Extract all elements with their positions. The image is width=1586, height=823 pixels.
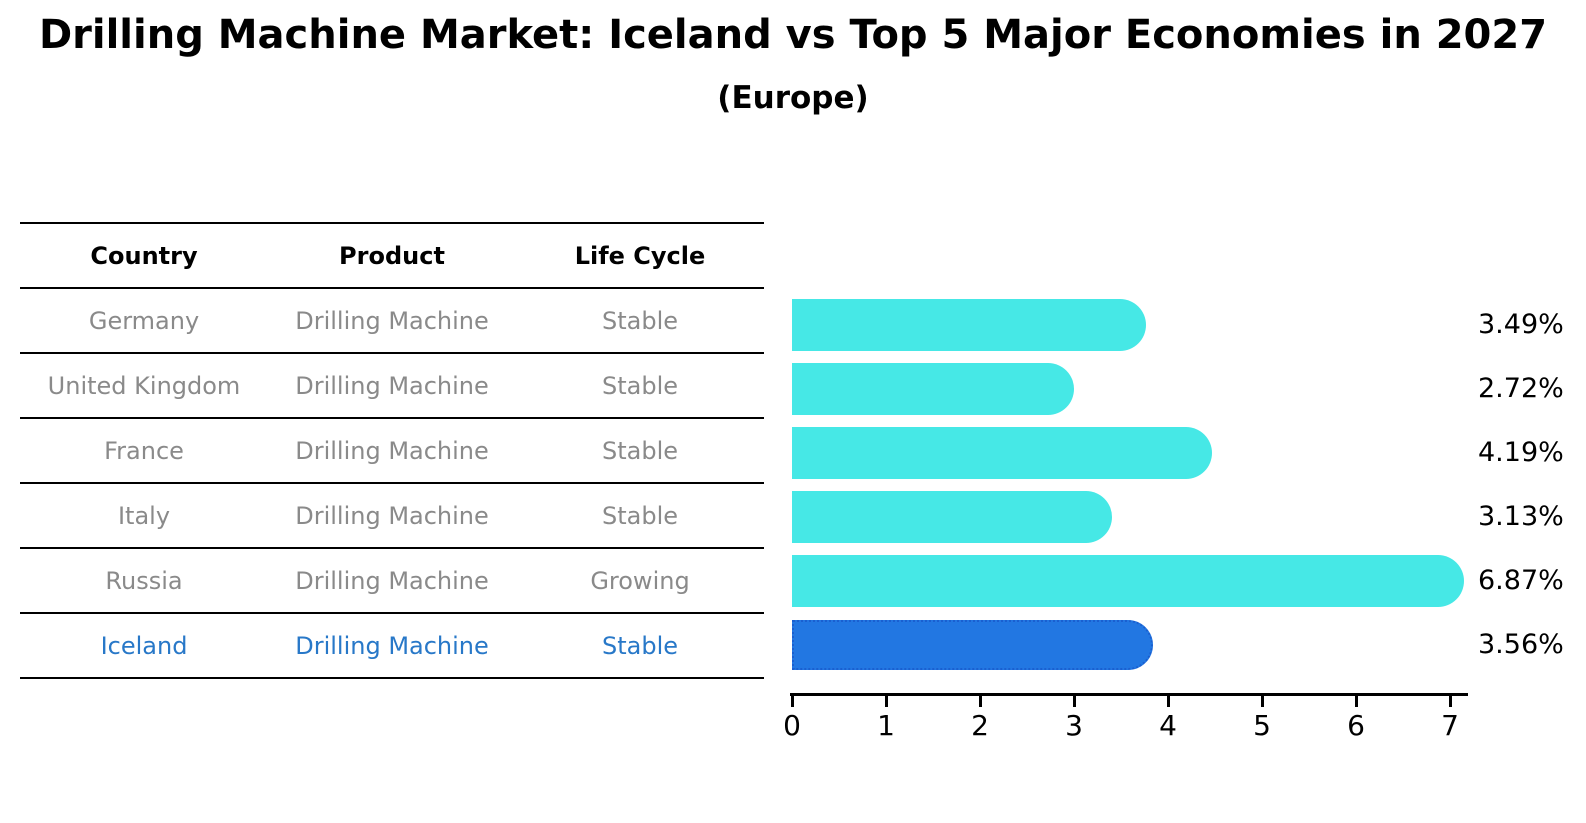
product-cell: Drilling Machine — [295, 436, 489, 465]
x-axis-tick-label: 6 — [1347, 709, 1365, 742]
x-axis-tick — [1354, 696, 1358, 707]
product-cell: Drilling Machine — [295, 501, 489, 530]
life-cycle-cell: Stable — [601, 436, 679, 465]
life-cycle-cell: Growing — [590, 566, 690, 595]
x-axis-tick-label: 0 — [783, 709, 801, 742]
bar-united-kingdom — [792, 363, 1074, 415]
x-axis-tick-label: 1 — [877, 709, 895, 742]
bar-value-label: 2.72% — [1478, 373, 1564, 404]
product-cell: Drilling Machine — [295, 566, 489, 595]
country-cell: Russia — [105, 566, 183, 595]
life-cycle-cell: Stable — [601, 501, 679, 530]
x-axis-tick — [978, 696, 982, 707]
x-axis-tick-label: 2 — [971, 709, 989, 742]
x-axis-tick-label: 7 — [1441, 709, 1459, 742]
bar-italy — [792, 491, 1113, 543]
life-cycle-cell: Stable — [601, 306, 679, 335]
product-cell: Drilling Machine — [295, 306, 489, 335]
x-axis-tick — [1072, 696, 1076, 707]
x-axis-tick — [790, 696, 794, 707]
life-cycle-cell: Stable — [601, 631, 679, 660]
life-cycle-cell: Stable — [601, 371, 679, 400]
country-cell: Iceland — [100, 631, 188, 660]
x-axis-tick — [1166, 696, 1170, 707]
x-axis-tick — [884, 696, 888, 707]
table-row: Russia Drilling Machine Growing — [20, 549, 764, 614]
bar-value-label: 3.49% — [1478, 309, 1564, 340]
chart-title: Drilling Machine Market: Iceland vs Top … — [38, 12, 1548, 58]
x-axis-tick-label: 3 — [1065, 709, 1083, 742]
bar-germany — [792, 299, 1147, 351]
country-cell: United Kingdom — [47, 371, 241, 400]
bar-iceland — [792, 620, 1153, 670]
column-header-product: Product — [339, 241, 445, 270]
x-axis-tick-label: 5 — [1253, 709, 1271, 742]
column-header-life-cycle: Life Cycle — [574, 241, 706, 270]
product-cell: Drilling Machine — [295, 371, 489, 400]
bar-value-label: 6.87% — [1478, 565, 1564, 596]
table-row: United Kingdom Drilling Machine Stable — [20, 354, 764, 419]
x-axis-tick-label: 4 — [1159, 709, 1177, 742]
bar-value-label: 3.13% — [1478, 501, 1564, 532]
country-table: Country Product Life Cycle Germany Drill… — [20, 222, 764, 679]
column-header-country: Country — [90, 241, 198, 270]
table-row: Italy Drilling Machine Stable — [20, 484, 764, 549]
country-cell: Germany — [88, 306, 200, 335]
x-axis-tick — [1448, 696, 1452, 707]
bar-russia — [792, 555, 1464, 607]
x-axis-tick — [1260, 696, 1264, 707]
country-cell: France — [104, 436, 184, 465]
table-row: Iceland Drilling Machine Stable — [20, 614, 764, 679]
table-header-row: Country Product Life Cycle — [20, 224, 764, 289]
chart-subtitle: (Europe) — [717, 80, 869, 116]
product-cell: Drilling Machine — [295, 631, 489, 660]
bar-value-label: 4.19% — [1478, 437, 1564, 468]
bar-france — [792, 427, 1212, 479]
bar-value-label: 3.56% — [1478, 629, 1564, 660]
table-row: Germany Drilling Machine Stable — [20, 289, 764, 354]
country-cell: Italy — [117, 501, 171, 530]
x-axis-line — [790, 693, 1468, 696]
table-row: France Drilling Machine Stable — [20, 419, 764, 484]
